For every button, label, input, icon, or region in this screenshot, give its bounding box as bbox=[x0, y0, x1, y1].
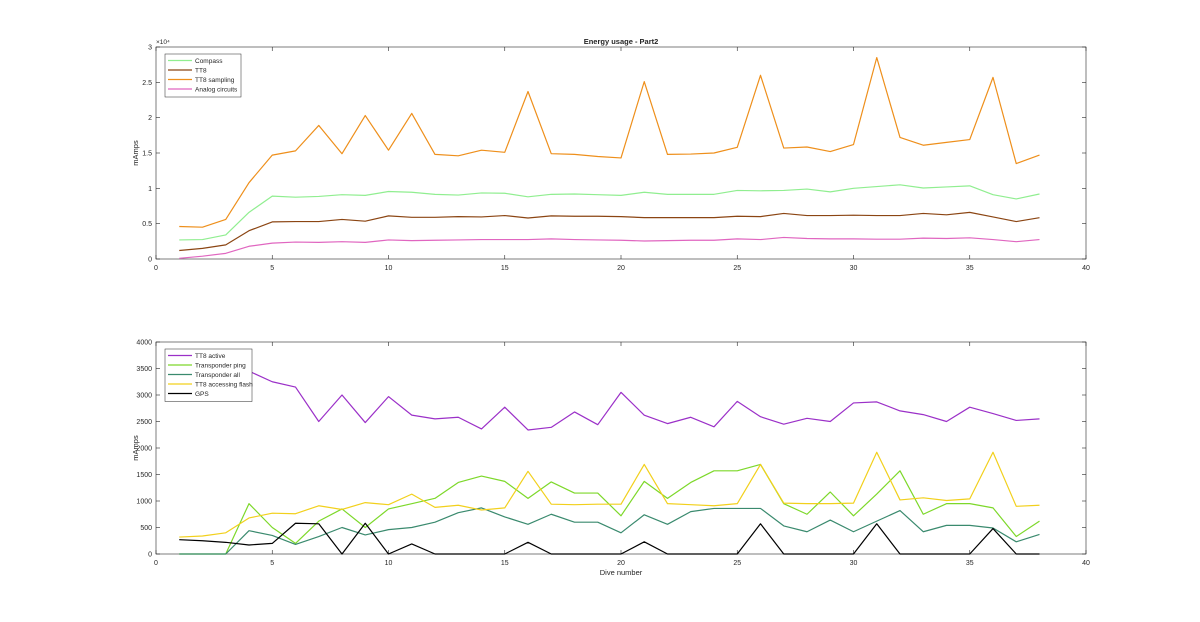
y-tick-label: 0.5 bbox=[142, 221, 152, 228]
x-tick-label: 10 bbox=[385, 560, 393, 567]
legend-label-compass: Compass bbox=[195, 58, 223, 65]
legend-box bbox=[164, 348, 253, 402]
legend: Compass TT8 TT8 sampling Analog circuits bbox=[164, 53, 242, 98]
y-tick-label: 1 bbox=[148, 186, 152, 193]
series-line-tt8-sampling bbox=[179, 57, 1040, 228]
x-tick-label: 30 bbox=[850, 560, 858, 567]
x-tick-label: 35 bbox=[966, 265, 974, 272]
y-tick-label: 0 bbox=[148, 257, 152, 264]
chart-title: Energy usage - Part2 bbox=[584, 37, 659, 46]
legend-label-tt8-active: TT8 active bbox=[195, 353, 226, 360]
x-tick-label: 0 bbox=[154, 265, 158, 272]
legend-label-analog-circuits: Analog circuits bbox=[195, 86, 238, 93]
y-axis-label: mAmps bbox=[131, 435, 140, 461]
y-exponent-label: ×10⁴ bbox=[156, 39, 170, 46]
plot-area bbox=[155, 46, 1087, 260]
legend-label-gps: GPS bbox=[195, 391, 209, 398]
x-tick-label: 5 bbox=[270, 265, 274, 272]
series-line-tt8-accessing-flash bbox=[179, 451, 1040, 538]
legend-label-transponder-all: Transponder all bbox=[195, 372, 240, 379]
x-tick-label: 10 bbox=[385, 265, 393, 272]
y-tick-label: 0 bbox=[148, 552, 152, 559]
y-tick-label: 3 bbox=[148, 45, 152, 52]
y-axis-label: mAmps bbox=[131, 140, 140, 166]
x-tick-label: 40 bbox=[1082, 265, 1090, 272]
x-tick-label: 25 bbox=[733, 560, 741, 567]
y-tick-label: 3500 bbox=[136, 366, 152, 373]
series-line-analog-circuits bbox=[179, 236, 1040, 259]
y-tick-label: 1500 bbox=[136, 472, 152, 479]
series-line-tt8-active bbox=[248, 370, 1040, 431]
x-tick-label: 5 bbox=[270, 560, 274, 567]
series-line-tt8 bbox=[179, 211, 1040, 252]
y-tick-label: 2 bbox=[148, 115, 152, 122]
x-tick-label: 25 bbox=[733, 265, 741, 272]
y-tick-label: 500 bbox=[140, 525, 152, 532]
series-line-transponder-all bbox=[179, 507, 1040, 555]
series-line-gps bbox=[179, 522, 1040, 555]
y-tick-label: 1.5 bbox=[142, 151, 152, 158]
y-tick-label: 2500 bbox=[136, 419, 152, 426]
legend-label-tt8-accessing-flash: TT8 accessing flash bbox=[195, 381, 253, 388]
x-tick-label: 15 bbox=[501, 265, 509, 272]
y-tick-label: 1000 bbox=[136, 499, 152, 506]
y-tick-label: 2000 bbox=[136, 446, 152, 453]
x-axis-label: Dive number bbox=[600, 568, 643, 577]
x-tick-label: 40 bbox=[1082, 560, 1090, 567]
x-tick-label: 20 bbox=[617, 560, 625, 567]
y-tick-label: 2.5 bbox=[142, 80, 152, 87]
plot-area bbox=[155, 341, 1087, 555]
y-tick-label: 4000 bbox=[136, 340, 152, 347]
x-tick-label: 35 bbox=[966, 560, 974, 567]
legend-box bbox=[164, 53, 242, 98]
top-axes: 0 5 10 15 20 25 30 35 40 0 0.5 1 1.5 2 2.5 3 ×10⁴ mAmps Co… bbox=[131, 39, 1090, 272]
series-line-compass bbox=[179, 184, 1040, 241]
legend-label-tt8: TT8 bbox=[195, 67, 207, 74]
x-tick-label: 20 bbox=[617, 265, 625, 272]
x-tick-label: 30 bbox=[850, 265, 858, 272]
x-tick-label: 15 bbox=[501, 560, 509, 567]
x-tick-label: 0 bbox=[154, 560, 158, 567]
legend: TT8 active Transponder ping Transponder al… bbox=[164, 348, 253, 402]
legend-label-tt8-sampling: TT8 sampling bbox=[195, 77, 235, 84]
legend-label-transponder-ping: Transponder ping bbox=[195, 362, 246, 369]
y-tick-label: 3000 bbox=[136, 393, 152, 400]
bottom-axes: 0 5 10 15 20 25 30 35 40 0 500 1000 1500 2000 2500 3000… bbox=[131, 340, 1090, 578]
